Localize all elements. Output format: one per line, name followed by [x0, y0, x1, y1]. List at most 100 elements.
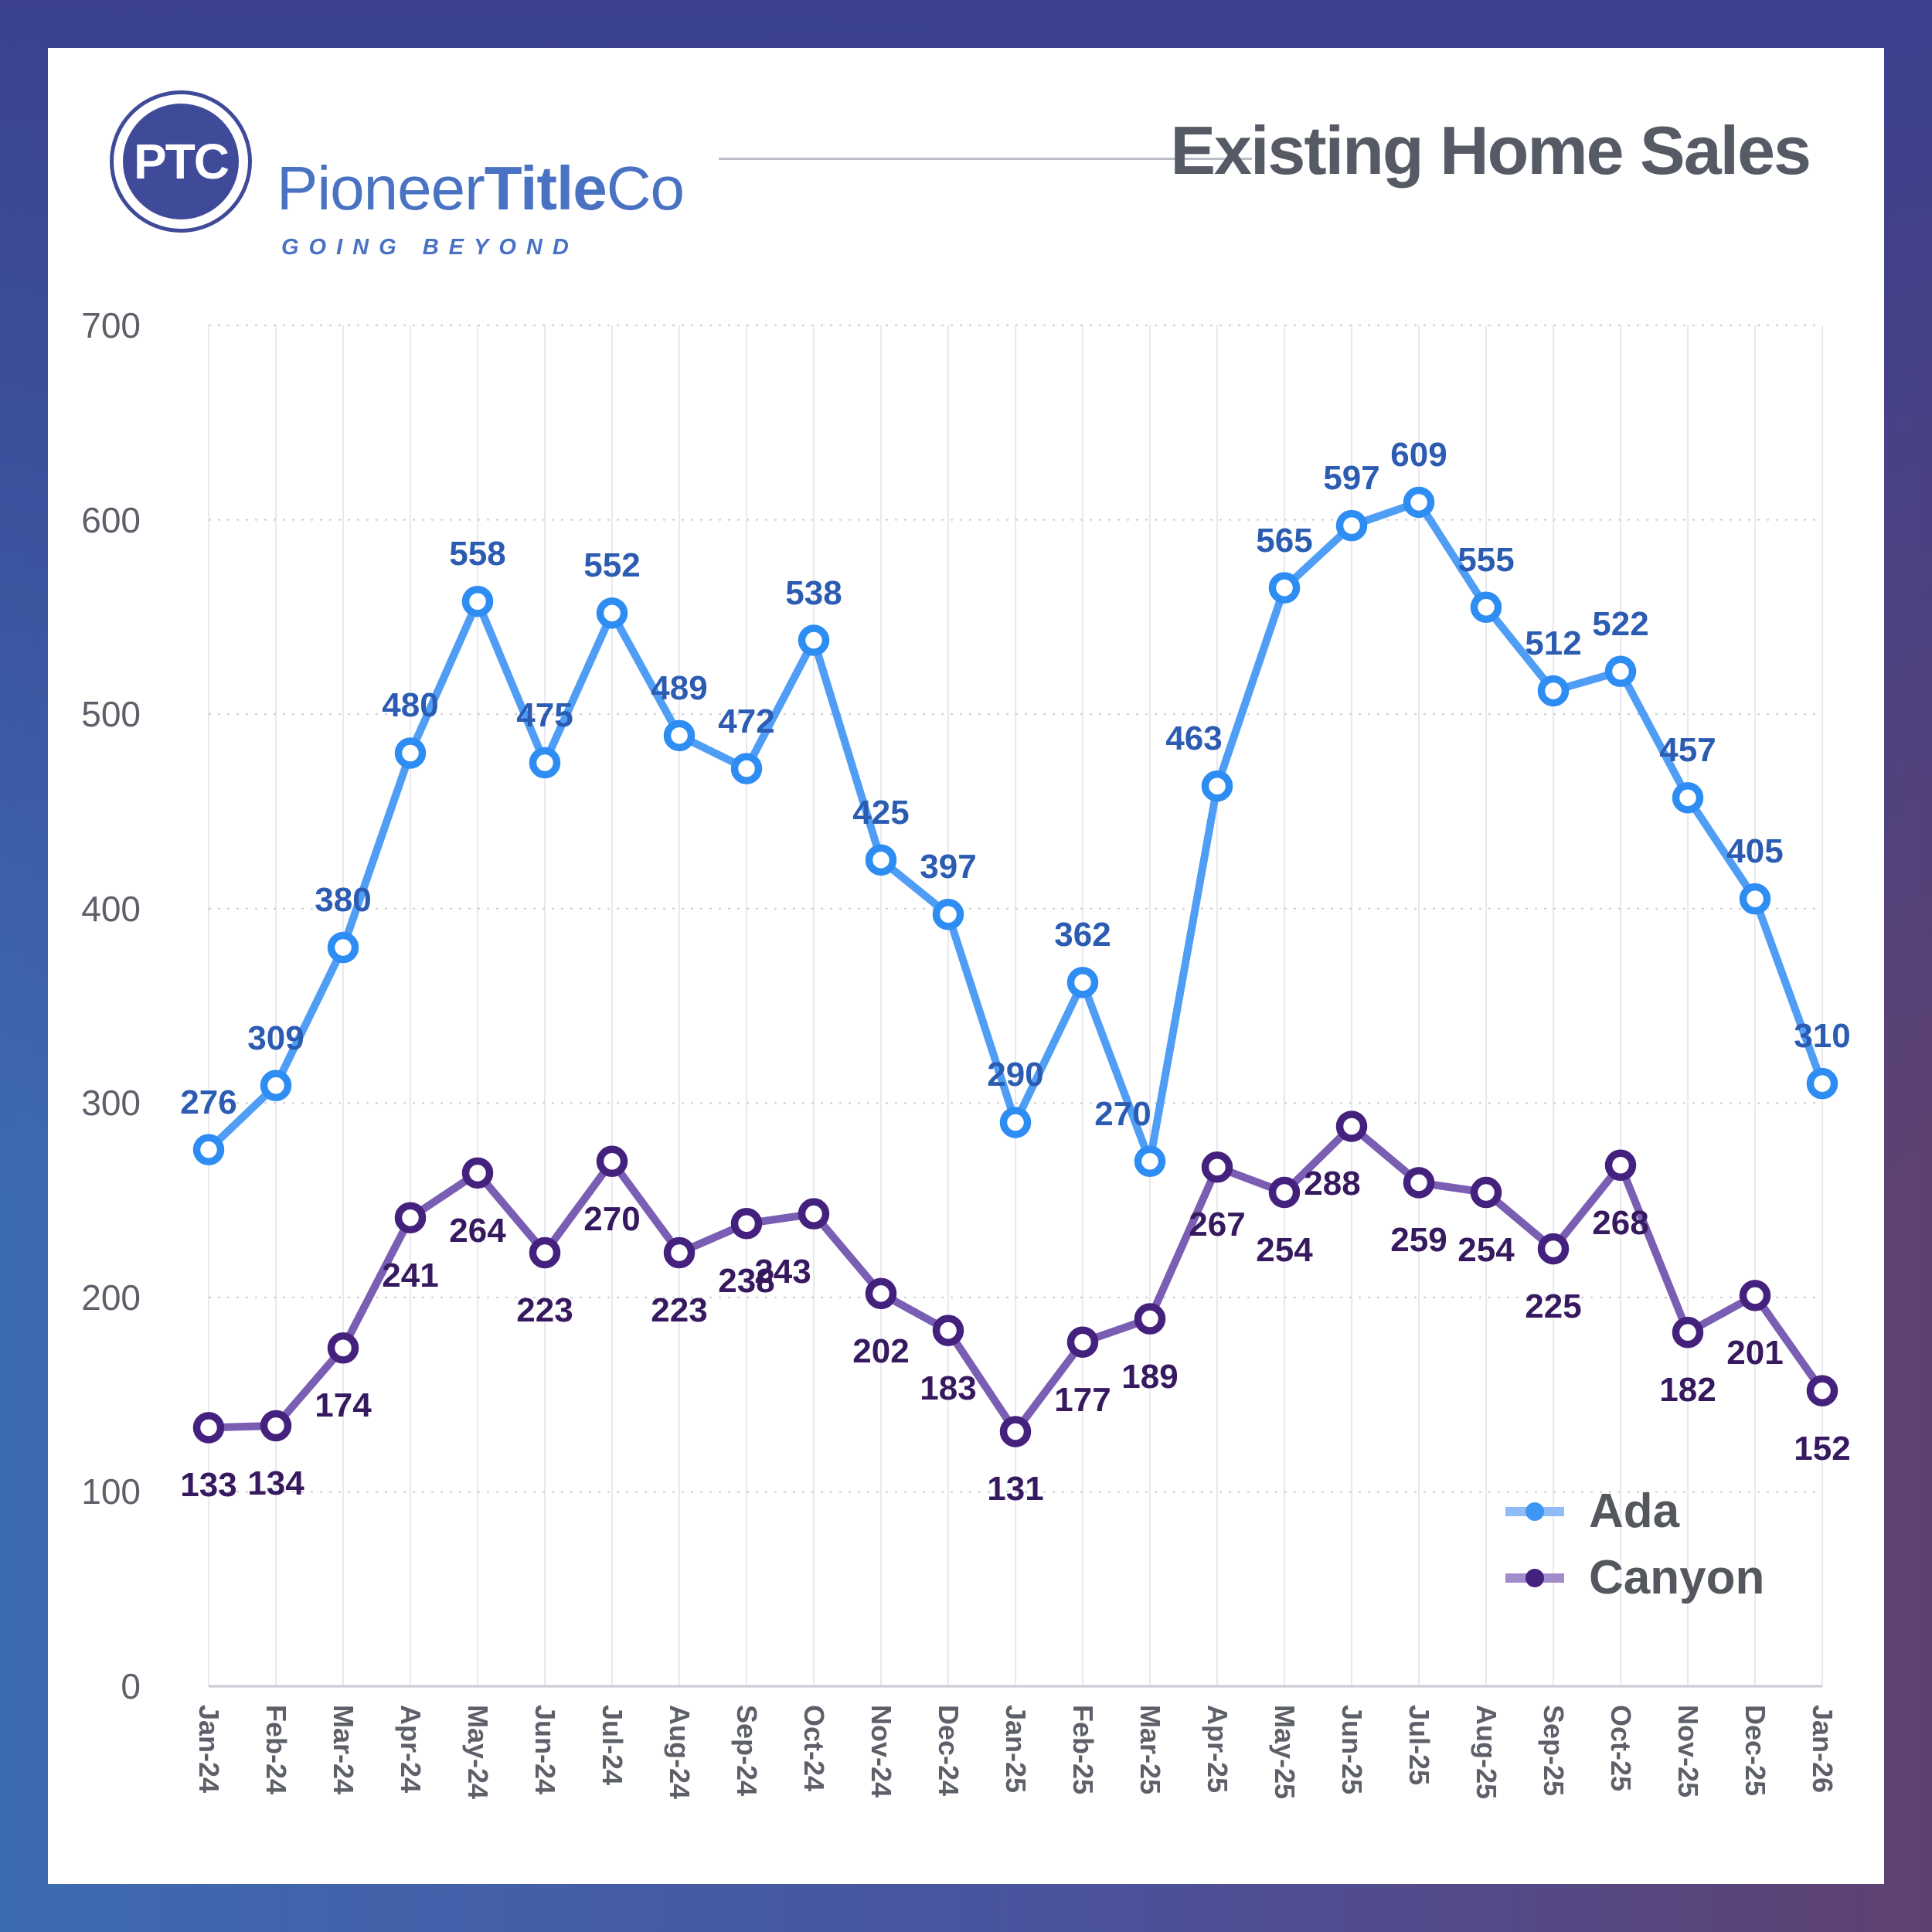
x-axis-label: Jul-25 — [1403, 1705, 1435, 1786]
data-label-canyon: 254 — [1458, 1231, 1515, 1269]
x-axis-label: Dec-25 — [1740, 1705, 1771, 1797]
marker-canyon — [798, 1198, 830, 1230]
data-label-ada: 475 — [516, 696, 573, 735]
legend-item-canyon: Canyon — [1505, 1553, 1764, 1603]
data-label-ada: 362 — [1054, 916, 1111, 954]
marker-ada — [1201, 770, 1233, 802]
chart-plot-area — [192, 325, 1838, 1688]
marker-ada — [932, 899, 964, 930]
data-label-canyon: 264 — [449, 1211, 506, 1250]
data-label-ada: 457 — [1659, 731, 1716, 770]
data-label-canyon: 254 — [1256, 1231, 1313, 1269]
data-label-ada: 512 — [1525, 624, 1582, 662]
data-label-canyon: 225 — [1525, 1287, 1582, 1325]
data-label-canyon: 177 — [1054, 1380, 1111, 1419]
marker-canyon — [1739, 1280, 1771, 1311]
data-label-ada: 290 — [987, 1056, 1044, 1094]
data-label-canyon: 201 — [1726, 1334, 1784, 1372]
data-label-ada: 397 — [920, 848, 977, 886]
marker-ada — [798, 624, 830, 656]
y-axis-label: 600 — [81, 499, 141, 540]
x-axis-label: Mar-24 — [328, 1705, 359, 1795]
data-label-canyon: 174 — [315, 1386, 372, 1425]
x-axis-label: Oct-25 — [1605, 1705, 1637, 1792]
marker-canyon — [1806, 1375, 1838, 1406]
marker-canyon — [1134, 1303, 1166, 1335]
x-axis-label: Jun-25 — [1336, 1705, 1368, 1795]
marker-ada — [192, 1134, 225, 1165]
x-axis-label: Jan-26 — [1807, 1705, 1838, 1794]
legend-label-ada: Ada — [1589, 1485, 1680, 1538]
data-label-ada: 380 — [315, 881, 372, 920]
data-label-canyon: 288 — [1304, 1165, 1361, 1203]
data-label-ada: 480 — [382, 686, 439, 725]
marker-ada — [1537, 675, 1570, 707]
x-axis-label: Mar-25 — [1134, 1705, 1166, 1795]
data-label-canyon: 202 — [852, 1332, 910, 1370]
data-label-canyon: 270 — [583, 1199, 641, 1238]
data-label-ada: 597 — [1323, 459, 1380, 498]
legend-label-canyon: Canyon — [1589, 1551, 1765, 1604]
marker-canyon — [192, 1412, 225, 1444]
data-label-canyon: 243 — [754, 1252, 811, 1291]
data-label-ada: 489 — [651, 668, 708, 707]
x-axis-label: Nov-25 — [1672, 1705, 1704, 1798]
marker-canyon — [1066, 1326, 1099, 1358]
data-label-canyon: 133 — [180, 1466, 237, 1505]
marker-canyon — [1604, 1149, 1637, 1182]
marker-ada — [1268, 572, 1301, 604]
marker-ada — [596, 597, 628, 629]
x-axis-label: Jun-24 — [529, 1705, 561, 1795]
marker-ada — [1739, 883, 1771, 915]
marker-ada — [1066, 967, 1099, 998]
marker-canyon — [999, 1416, 1032, 1447]
x-axis-label: Nov-24 — [866, 1705, 897, 1798]
y-axis-label: 400 — [81, 888, 141, 929]
marker-canyon — [394, 1202, 427, 1233]
y-axis-label: 700 — [81, 305, 141, 345]
data-label-ada: 309 — [247, 1019, 304, 1057]
data-label-ada: 472 — [718, 702, 775, 740]
marker-canyon — [1201, 1151, 1233, 1183]
ptc-logo: PTC — [110, 90, 252, 233]
x-axis-label: Jan-24 — [193, 1705, 225, 1794]
data-label-ada: 538 — [785, 573, 842, 612]
x-axis-label: May-24 — [462, 1705, 494, 1800]
x-axis-label: Sep-25 — [1538, 1705, 1570, 1797]
y-axis-label: 0 — [121, 1666, 141, 1706]
marker-canyon — [663, 1236, 696, 1269]
data-label-ada: 565 — [1256, 521, 1313, 560]
data-label-ada: 552 — [583, 546, 641, 585]
y-axis-label: 100 — [81, 1471, 141, 1512]
x-axis-label: Dec-24 — [933, 1705, 964, 1797]
data-label-ada: 558 — [449, 535, 506, 573]
legend-item-ada: Ada — [1505, 1487, 1764, 1536]
data-label-canyon: 152 — [1794, 1429, 1851, 1468]
marker-ada — [1470, 591, 1502, 624]
x-axis-label: May-25 — [1269, 1705, 1301, 1800]
data-label-ada: 270 — [1094, 1094, 1151, 1133]
marker-ada — [461, 585, 494, 617]
x-axis-label: Feb-25 — [1067, 1705, 1099, 1795]
marker-canyon — [1268, 1176, 1301, 1209]
y-axis-label: 500 — [81, 694, 141, 735]
x-axis-label: Aug-25 — [1471, 1705, 1502, 1800]
marker-ada — [999, 1107, 1032, 1138]
marker-ada — [1672, 782, 1704, 814]
x-axis-label: Jul-24 — [597, 1705, 628, 1786]
marker-canyon — [1335, 1111, 1368, 1142]
x-axis-label: Sep-24 — [731, 1705, 763, 1797]
data-label-canyon: 268 — [1592, 1203, 1649, 1242]
brand-tagline: GOING BEYOND — [281, 235, 579, 260]
data-label-canyon: 134 — [247, 1464, 304, 1502]
marker-canyon — [1537, 1233, 1570, 1265]
marker-canyon — [529, 1236, 561, 1269]
data-label-ada: 609 — [1390, 435, 1447, 474]
x-axis-label: Feb-24 — [260, 1705, 292, 1795]
marker-ada — [1335, 509, 1368, 542]
data-label-ada: 405 — [1726, 832, 1784, 871]
marker-ada — [394, 737, 427, 769]
brand-wordmark: PioneerTitleCo — [277, 153, 685, 224]
content-card: PTC PioneerTitleCo GOING BEYOND Existing… — [48, 48, 1884, 1884]
